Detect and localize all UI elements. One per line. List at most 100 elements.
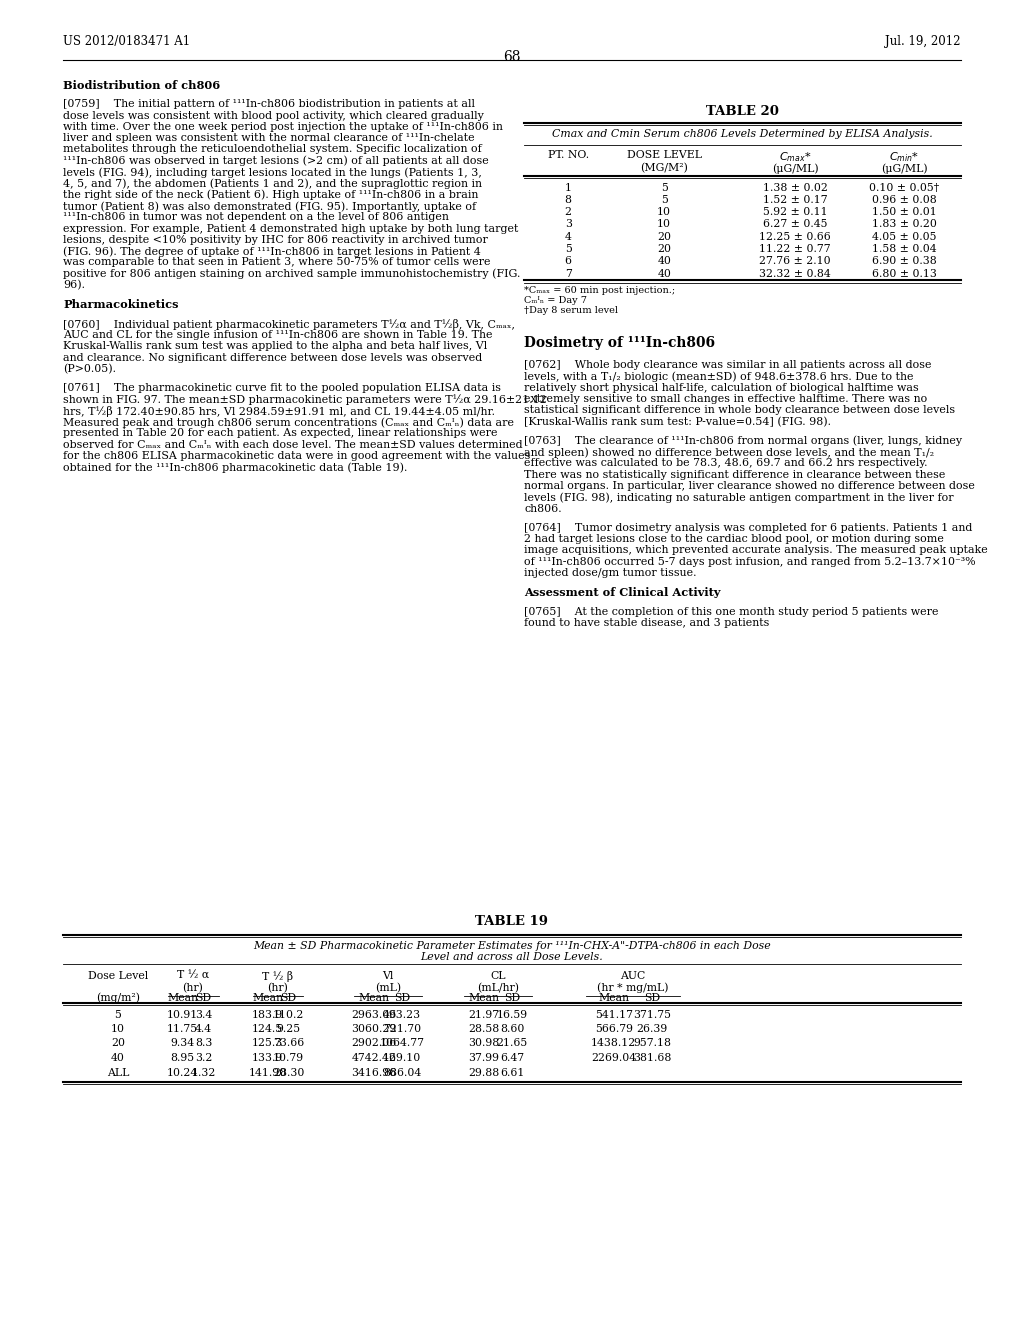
Text: 8: 8 — [564, 195, 571, 205]
Text: injected dose/gm tumor tissue.: injected dose/gm tumor tissue. — [524, 568, 697, 578]
Text: 73.66: 73.66 — [272, 1039, 304, 1048]
Text: 1.50 ± 0.01: 1.50 ± 0.01 — [871, 207, 937, 216]
Text: 6.61: 6.61 — [500, 1068, 524, 1077]
Text: 124.5: 124.5 — [252, 1024, 283, 1034]
Text: 2 had target lesions close to the cardiac blood pool, or motion during some: 2 had target lesions close to the cardia… — [524, 535, 944, 544]
Text: 9.25: 9.25 — [276, 1024, 301, 1034]
Text: T ½ α: T ½ α — [177, 972, 209, 981]
Text: Measured peak and trough ch806 serum concentrations (Cₘₐₓ and Cₘᴵₙ) data are: Measured peak and trough ch806 serum con… — [63, 417, 514, 428]
Text: Assessment of Clinical Activity: Assessment of Clinical Activity — [524, 587, 721, 598]
Text: 16.59: 16.59 — [497, 1010, 527, 1019]
Text: Mean: Mean — [252, 993, 283, 1002]
Text: and spleen) showed no difference between dose levels, and the mean T₁/₂: and spleen) showed no difference between… — [524, 447, 935, 458]
Text: [Kruskal-Wallis rank sum test: P-value=0.54] (FIG. 98).: [Kruskal-Wallis rank sum test: P-value=0… — [524, 416, 831, 426]
Text: Jul. 19, 2012: Jul. 19, 2012 — [886, 36, 961, 48]
Text: levels (FIG. 94), including target lesions located in the lungs (Patients 1, 3,: levels (FIG. 94), including target lesio… — [63, 168, 482, 178]
Text: Mean: Mean — [167, 993, 198, 1002]
Text: 40: 40 — [657, 268, 671, 279]
Text: 3.4: 3.4 — [195, 1010, 212, 1019]
Text: ALL: ALL — [106, 1068, 129, 1077]
Text: shown in FIG. 97. The mean±SD pharmacokinetic parameters were T½α 29.16±21.12: shown in FIG. 97. The mean±SD pharmacoki… — [63, 395, 547, 405]
Text: T ½ β: T ½ β — [262, 972, 294, 982]
Text: normal organs. In particular, liver clearance showed no difference between dose: normal organs. In particular, liver clea… — [524, 480, 976, 491]
Text: Mean: Mean — [358, 993, 389, 1002]
Text: 10.79: 10.79 — [273, 1053, 304, 1063]
Text: 8.95: 8.95 — [170, 1053, 195, 1063]
Text: positive for 806 antigen staining on archived sample immunohistochemistry (FIG.: positive for 806 antigen staining on arc… — [63, 269, 520, 280]
Text: 6: 6 — [564, 256, 571, 267]
Text: (mL): (mL) — [375, 982, 401, 993]
Text: 6.80 ± 0.13: 6.80 ± 0.13 — [871, 268, 937, 279]
Text: 381.68: 381.68 — [633, 1053, 672, 1063]
Text: (μG/ML): (μG/ML) — [881, 162, 928, 173]
Text: 30.98: 30.98 — [468, 1039, 500, 1048]
Text: (hr): (hr) — [267, 982, 289, 993]
Text: Dose Level: Dose Level — [88, 972, 148, 981]
Text: 21.97: 21.97 — [468, 1010, 500, 1019]
Text: 0.10 ± 0.05†: 0.10 ± 0.05† — [869, 182, 939, 193]
Text: (hr * mg/mL): (hr * mg/mL) — [597, 982, 669, 993]
Text: †Day 8 serum level: †Day 8 serum level — [524, 306, 618, 315]
Text: the right side of the neck (Patient 6). High uptake of ¹¹¹In-ch806 in a brain: the right side of the neck (Patient 6). … — [63, 190, 478, 201]
Text: 20: 20 — [657, 244, 671, 253]
Text: 6.90 ± 0.38: 6.90 ± 0.38 — [871, 256, 937, 267]
Text: (hr): (hr) — [182, 982, 204, 993]
Text: 5: 5 — [115, 1010, 122, 1019]
Text: [0765]    At the completion of this one month study period 5 patients were: [0765] At the completion of this one mon… — [524, 607, 939, 616]
Text: (FIG. 96). The degree of uptake of ¹¹¹In-ch806 in target lesions in Patient 4: (FIG. 96). The degree of uptake of ¹¹¹In… — [63, 247, 481, 257]
Text: 37.99: 37.99 — [469, 1053, 500, 1063]
Text: 3060.29: 3060.29 — [351, 1024, 396, 1034]
Text: was comparable to that seen in Patient 3, where 50-75% of tumor cells were: was comparable to that seen in Patient 3… — [63, 257, 490, 268]
Text: SD: SD — [504, 993, 520, 1002]
Text: 28.58: 28.58 — [468, 1024, 500, 1034]
Text: 2: 2 — [564, 207, 571, 216]
Text: 1438.12: 1438.12 — [591, 1039, 636, 1048]
Text: Vl: Vl — [382, 972, 393, 981]
Text: tumor (Patient 8) was also demonstrated (FIG. 95). Importantly, uptake of: tumor (Patient 8) was also demonstrated … — [63, 201, 476, 211]
Text: relatively short physical half-life, calculation of biological halftime was: relatively short physical half-life, cal… — [524, 383, 920, 392]
Text: SD: SD — [281, 993, 297, 1002]
Text: found to have stable disease, and 3 patients: found to have stable disease, and 3 pati… — [524, 618, 770, 628]
Text: statistical significant difference in whole body clearance between dose levels: statistical significant difference in wh… — [524, 405, 955, 414]
Text: obtained for the ¹¹¹In-ch806 pharmacokinetic data (Table 19).: obtained for the ¹¹¹In-ch806 pharmacokin… — [63, 462, 408, 473]
Text: 0.96 ± 0.08: 0.96 ± 0.08 — [871, 195, 937, 205]
Text: 21.65: 21.65 — [497, 1039, 527, 1048]
Text: 2902.06: 2902.06 — [351, 1039, 396, 1048]
Text: 5: 5 — [564, 244, 571, 253]
Text: 1.58 ± 0.04: 1.58 ± 0.04 — [872, 244, 937, 253]
Text: expression. For example, Patient 4 demonstrated high uptake by both lung target: expression. For example, Patient 4 demon… — [63, 223, 518, 234]
Text: 4.4: 4.4 — [195, 1024, 212, 1034]
Text: 1: 1 — [564, 182, 571, 193]
Text: 20: 20 — [657, 232, 671, 242]
Text: Level and across all Dose Levels.: Level and across all Dose Levels. — [421, 953, 603, 962]
Text: Mean: Mean — [598, 993, 630, 1002]
Text: with time. Over the one week period post injection the uptake of ¹¹¹In-ch806 in: with time. Over the one week period post… — [63, 121, 503, 132]
Text: (MG/M²): (MG/M²) — [640, 162, 688, 173]
Text: DOSE LEVEL: DOSE LEVEL — [627, 150, 701, 160]
Text: [0762]    Whole body clearance was similar in all patients across all dose: [0762] Whole body clearance was similar … — [524, 360, 932, 370]
Text: 10: 10 — [657, 219, 671, 230]
Text: (P>0.05).: (P>0.05). — [63, 364, 116, 374]
Text: 28.30: 28.30 — [272, 1068, 304, 1077]
Text: lesions, despite <10% positivity by IHC for 806 reactivity in archived tumor: lesions, despite <10% positivity by IHC … — [63, 235, 487, 246]
Text: levels, with a T₁/₂ biologic (mean±SD) of 948.6±378.6 hrs. Due to the: levels, with a T₁/₂ biologic (mean±SD) o… — [524, 371, 914, 381]
Text: 566.79: 566.79 — [595, 1024, 633, 1034]
Text: for the ch806 ELISA pharmacokinetic data were in good agreement with the values: for the ch806 ELISA pharmacokinetic data… — [63, 451, 530, 461]
Text: 6.47: 6.47 — [500, 1053, 524, 1063]
Text: (μG/ML): (μG/ML) — [772, 162, 818, 173]
Text: 4742.42: 4742.42 — [351, 1053, 396, 1063]
Text: 9.34: 9.34 — [170, 1039, 195, 1048]
Text: CL: CL — [490, 972, 506, 981]
Text: 20: 20 — [111, 1039, 125, 1048]
Text: (mL/hr): (mL/hr) — [477, 982, 519, 993]
Text: 11.75: 11.75 — [167, 1024, 198, 1034]
Text: 4: 4 — [564, 232, 571, 242]
Text: of ¹¹¹In-ch806 occurred 5-7 days post infusion, and ranged from 5.2–13.7×10⁻³%: of ¹¹¹In-ch806 occurred 5-7 days post in… — [524, 557, 976, 566]
Text: 957.18: 957.18 — [633, 1039, 672, 1048]
Text: 2269.04: 2269.04 — [591, 1053, 636, 1063]
Text: Pharmacokinetics: Pharmacokinetics — [63, 300, 178, 310]
Text: 7: 7 — [564, 268, 571, 279]
Text: 40: 40 — [111, 1053, 125, 1063]
Text: AUC: AUC — [621, 972, 645, 981]
Text: 26.39: 26.39 — [637, 1024, 668, 1034]
